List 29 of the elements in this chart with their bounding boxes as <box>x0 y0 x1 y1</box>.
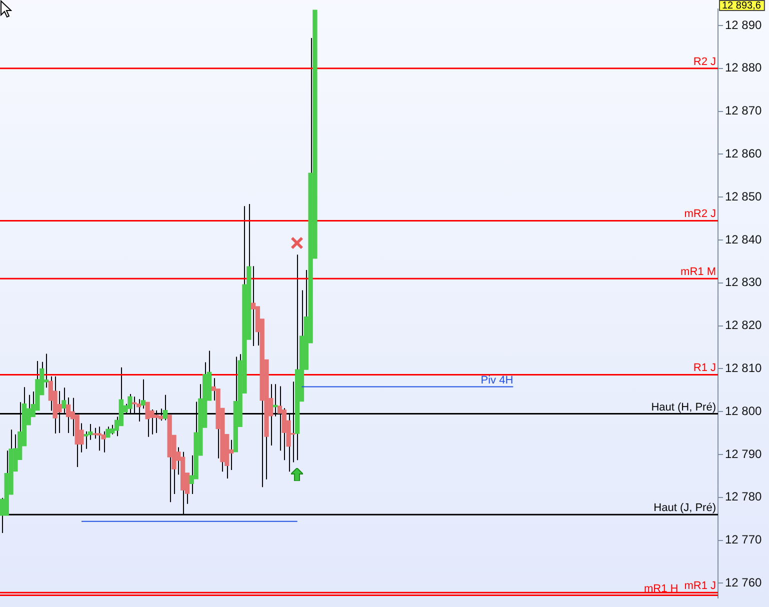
ref-line-label: mR1 H <box>644 582 678 595</box>
ref-line-label: Haut (H, Pré) <box>651 401 716 414</box>
y-tick-label: 12 850 <box>725 189 762 204</box>
candlestick <box>101 430 106 453</box>
y-tick-label: 12 790 <box>725 446 762 461</box>
y-tick-label: 12 830 <box>725 275 762 290</box>
y-tick-label: 12 890 <box>725 18 762 32</box>
y-tick-label: 12 870 <box>725 104 762 118</box>
ref-line-label: mR1 M <box>680 266 716 278</box>
series-label: Piv 4H <box>480 374 514 386</box>
text: 12 893,6 <box>722 0 762 12</box>
candlestick <box>250 266 256 346</box>
y-tick-label: 12 780 <box>725 490 762 504</box>
y-tick-label: 12 840 <box>725 232 762 246</box>
candlestick <box>92 427 98 440</box>
y-tick-label: 12 760 <box>725 576 762 590</box>
y-tick-label: 12 770 <box>725 532 762 547</box>
y-tick-label: 12 820 <box>725 318 762 332</box>
ref-line-label: mR1 J <box>684 580 716 592</box>
y-tick-label: 12 800 <box>725 404 762 418</box>
y-tick-label: 12 880 <box>725 60 762 75</box>
ref-line-label: R2 J <box>693 56 716 68</box>
y-tick-label: 12 860 <box>725 146 762 161</box>
ref-line-label: mR2 J <box>684 208 716 220</box>
y-tick-label: 12 810 <box>725 361 762 376</box>
candlestick <box>110 424 115 435</box>
ref-line-label: Haut (J, Pré) <box>654 502 716 514</box>
ref-line-label: R1 J <box>693 362 716 374</box>
candlestick <box>84 430 88 450</box>
